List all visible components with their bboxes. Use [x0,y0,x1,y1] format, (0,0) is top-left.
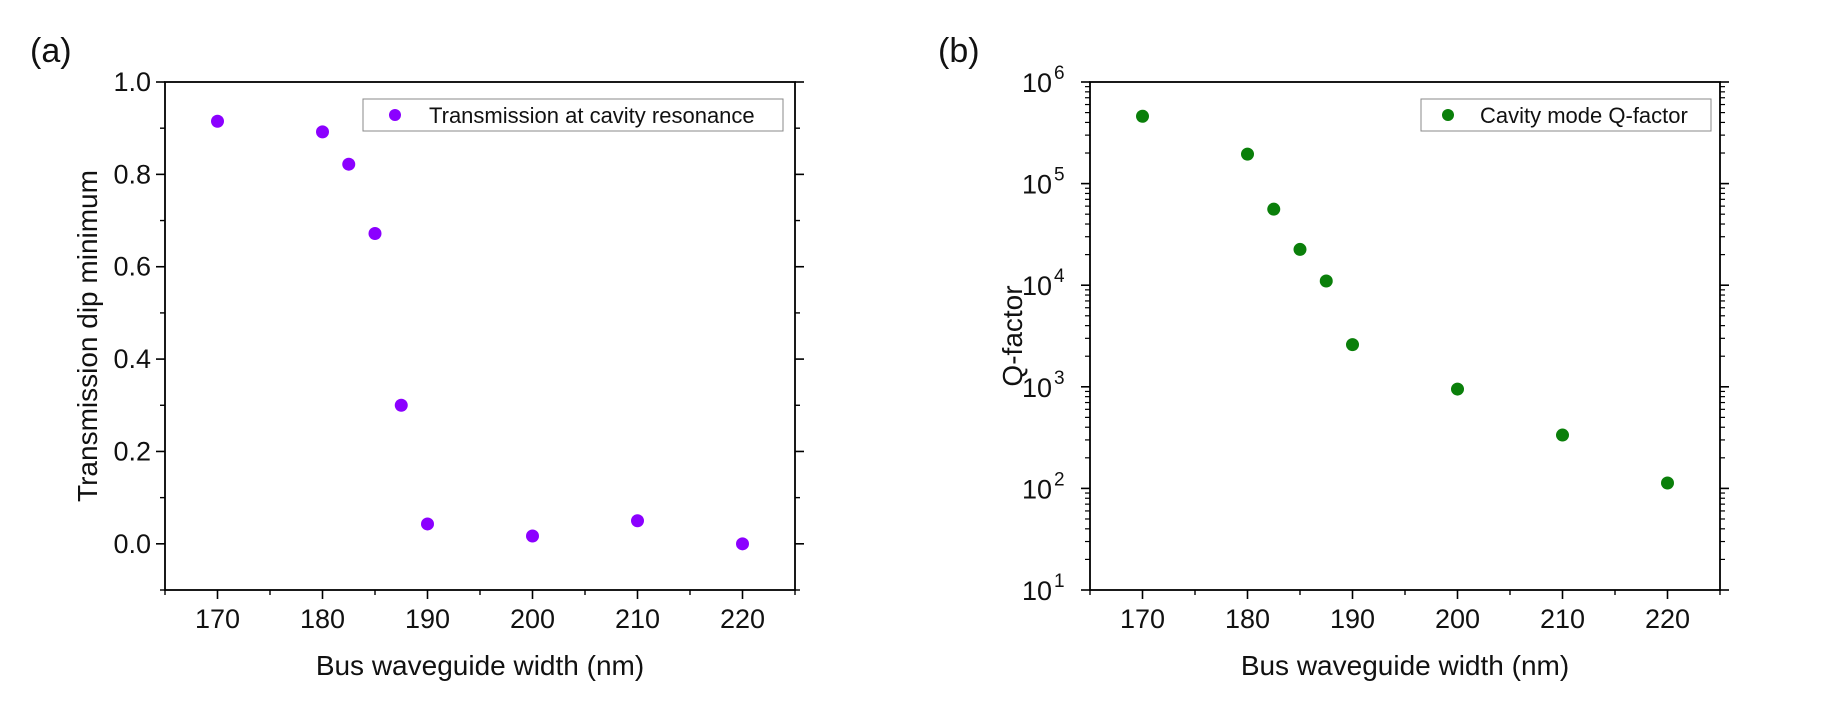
data-point [1241,147,1254,161]
panel-a-legend-box [362,98,784,132]
panel-b-legend-label: Cavity mode Q-factor [1480,103,1688,128]
x-tick-label: 170 [1120,604,1165,634]
panel-b-legend-box [1420,98,1712,132]
data-point [1451,382,1464,396]
data-point [1661,476,1674,490]
panel-a-x-ticks: 170 180 190 200 210 220 [164,590,796,634]
x-tick-label: 210 [615,604,660,634]
data-point [631,514,644,528]
y-tick-exponent: 4 [1054,266,1065,287]
panel-a-y-ticks: 0.0 0.2 0.4 0.6 0.8 1.0 [113,67,804,591]
panel-a-legend: Transmission at cavity resonance [362,98,784,132]
panel-a-legend-marker [389,109,401,121]
panel-b-data-points [1136,109,1674,490]
data-point [736,537,749,551]
x-tick-label: 210 [1540,604,1585,634]
data-point [368,226,382,240]
y-tick-label: 1.0 [113,67,151,97]
y-tick-label: 0.6 [113,252,151,282]
y-tick-label: 10 [1022,68,1052,98]
panel-b-x-ticks: 170 180 190 200 210 220 [1089,590,1721,634]
y-tick-label: 10 [1022,271,1052,301]
panel-b-plot-frame [1089,81,1721,591]
data-point [1293,242,1307,256]
y-tick-label: 10 [1022,576,1052,606]
data-point [1346,338,1359,352]
y-tick-exponent: 6 [1054,63,1065,84]
panel-a: (a) 170 180 190 200 210 220 0.0 0.2 0.4 0.6 0.8 1.… [30,32,804,681]
y-tick-label: 10 [1022,474,1052,504]
x-tick-label: 200 [510,604,555,634]
y-tick-label: 10 [1022,373,1052,403]
panel-a-label: (a) [30,32,72,70]
x-tick-label: 170 [195,604,240,634]
panel-b-legend: Cavity mode Q-factor [1420,98,1712,132]
data-point [1136,109,1149,123]
data-point [211,114,224,128]
panel-b-y-axis-title: Q-factor [997,285,1028,386]
panel-a-x-axis-title: Bus waveguide width (nm) [316,650,644,681]
y-tick-label: 0.4 [113,344,151,374]
y-tick-exponent: 2 [1054,469,1065,490]
x-tick-label: 180 [1225,604,1270,634]
x-tick-label: 220 [1645,604,1690,634]
x-tick-label: 190 [1330,604,1375,634]
x-tick-label: 200 [1435,604,1480,634]
panel-b-label: (b) [938,32,980,70]
x-tick-label: 220 [720,604,765,634]
data-point [526,529,539,543]
y-tick-label: 0.8 [113,159,151,189]
data-point [394,398,408,412]
data-point [1267,202,1281,216]
data-point [316,125,329,139]
panel-b-legend-marker [1442,109,1454,121]
data-point [421,517,434,531]
panel-a-legend-label: Transmission at cavity resonance [429,103,755,128]
data-point [342,157,356,171]
data-point [1319,274,1333,288]
y-tick-label: 0.0 [113,529,151,559]
y-tick-exponent: 5 [1054,165,1065,186]
y-tick-exponent: 1 [1054,571,1065,592]
y-tick-label: 10 [1022,170,1052,200]
y-tick-exponent: 3 [1054,368,1065,389]
x-tick-label: 190 [405,604,450,634]
panel-a-y-axis-title: Transmission dip minimum [72,170,103,502]
x-tick-label: 180 [300,604,345,634]
panel-a-data-points [211,114,749,551]
data-point [1556,428,1569,442]
panel-b-x-axis-title: Bus waveguide width (nm) [1241,650,1569,681]
panel-a-plot-frame [164,81,796,591]
y-tick-label: 0.2 [113,436,151,466]
